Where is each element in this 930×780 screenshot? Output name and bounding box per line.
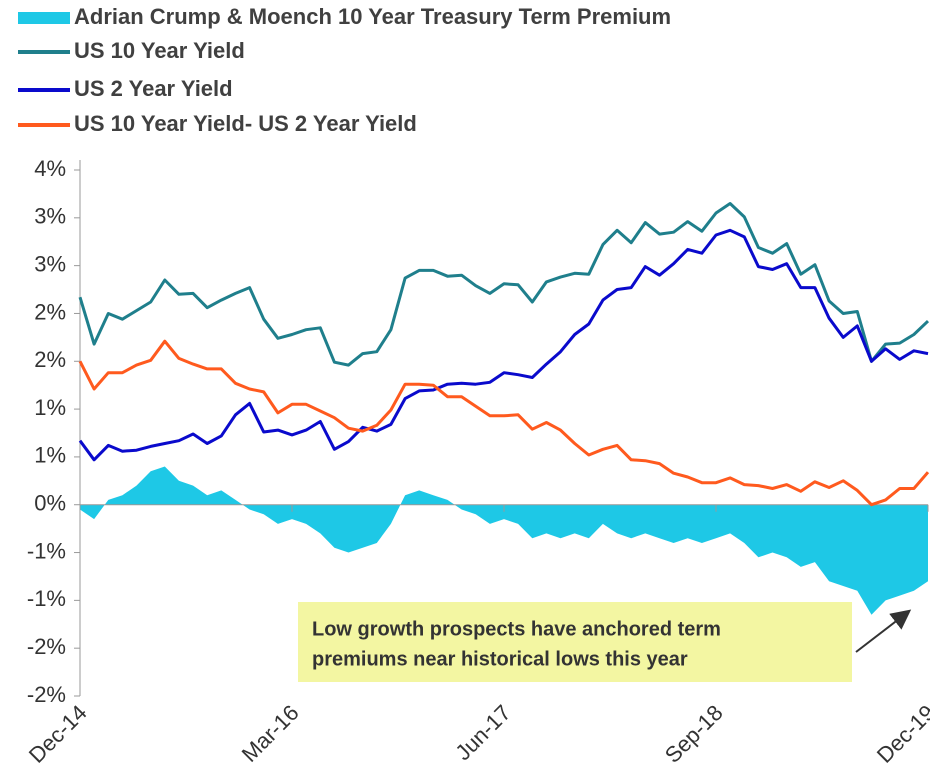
annotation-text: Low growth prospects have anchored term [312, 618, 721, 640]
x-tick-label: Dec-19 [872, 700, 930, 768]
legend-label: Adrian Crump & Moench 10 Year Treasury T… [74, 4, 671, 29]
y-tick-label: -1% [27, 586, 66, 611]
line [78, 202, 930, 367]
y-tick-label: 0% [34, 491, 66, 516]
line [78, 339, 930, 507]
x-tick-label: Mar-16 [237, 700, 304, 767]
legend-label: US 10 Year Yield [74, 38, 245, 63]
y-tick-label: 1% [34, 395, 66, 420]
x-tick-label: Sep-18 [660, 700, 728, 768]
legend-label: US 10 Year Yield- US 2 Year Yield [74, 111, 417, 136]
y-tick-label: 3% [34, 204, 66, 229]
y-tick-label: 4% [34, 156, 66, 181]
y-tick-label: 2% [34, 347, 66, 372]
annotation-box [298, 602, 852, 682]
x-tick-label: Jun-17 [450, 700, 515, 765]
area [80, 466, 928, 615]
legend-label: US 2 Year Yield [74, 76, 233, 101]
legend-swatch [18, 12, 70, 24]
y-tick-label: -2% [27, 682, 66, 707]
annotation-arrow [855, 609, 912, 653]
y-tick-label: -1% [27, 538, 66, 563]
y-tick-label: 2% [34, 299, 66, 324]
x-tick-label: Dec-14 [24, 700, 92, 768]
y-tick-label: -2% [27, 634, 66, 659]
y-tick-label: 3% [34, 251, 66, 276]
line [78, 228, 929, 462]
annotation-text: premiums near historical lows this year [312, 648, 688, 670]
y-tick-label: 1% [34, 443, 66, 468]
